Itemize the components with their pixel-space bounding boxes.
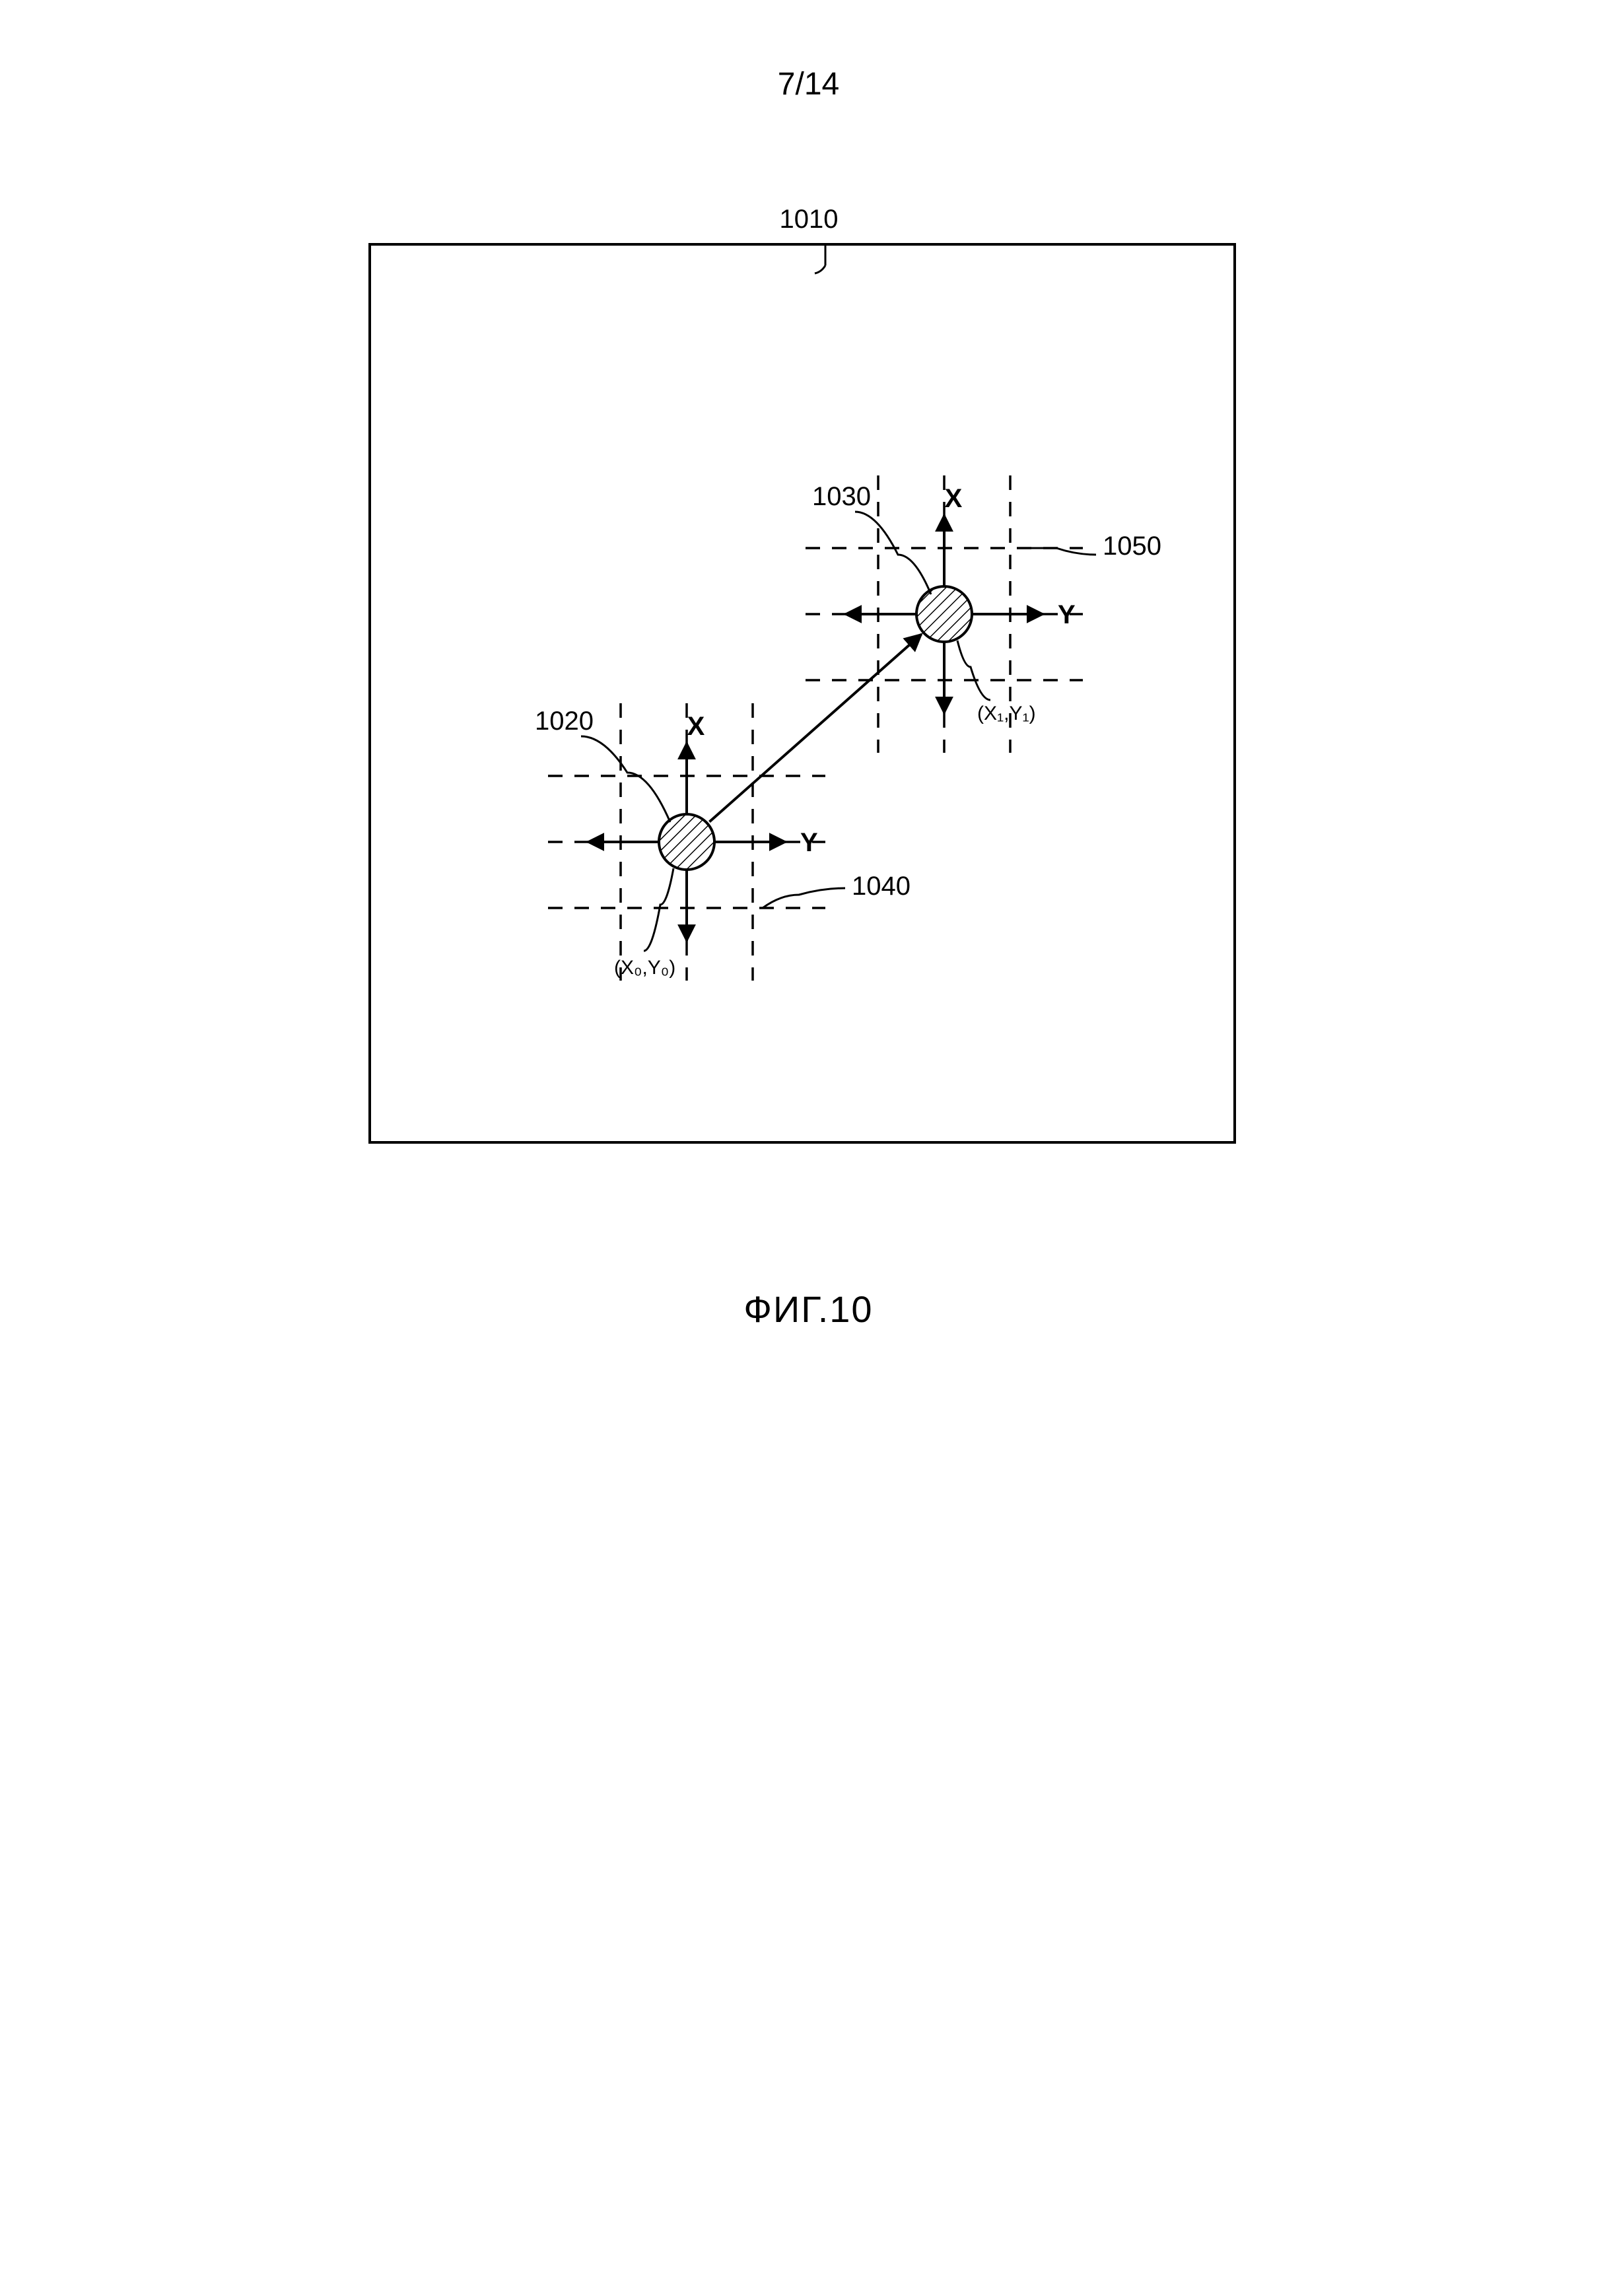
leader-line: [855, 512, 931, 594]
diagram: 1010 X Y X Y 1020 1030 1040 1050 (X₀,Y₀) (X₁,Y₁): [363, 198, 1373, 1149]
coord-0: (X₀,Y₀): [614, 957, 675, 979]
page-number: 7/14: [778, 66, 839, 102]
ref-1050: 1050: [1103, 532, 1161, 561]
axis-x-label: X: [945, 484, 963, 513]
leader-line: [644, 868, 673, 951]
leader-line: [763, 888, 845, 908]
figure-caption: ФИГ.10: [743, 1288, 873, 1331]
point-p0: [659, 814, 714, 870]
ref-1030: 1030: [812, 482, 871, 511]
ref-1010: 1010: [780, 205, 839, 234]
frame-1010: [370, 244, 1235, 1142]
point-p1: [916, 586, 972, 642]
leader-line: [957, 641, 990, 700]
figure-svg: 1010 X Y X Y 1020 1030 1040 1050 (X₀,Y₀) (X₁,Y₁): [363, 198, 1373, 1149]
leader-line: [581, 736, 670, 822]
axis-y-label: Y: [1058, 600, 1076, 629]
motion-arrow: [709, 634, 921, 821]
coord-1: (X₁,Y₁): [977, 703, 1036, 724]
leader-line: [1020, 548, 1096, 555]
axis-y-label: Y: [800, 828, 818, 857]
axis-x-label: X: [687, 712, 705, 741]
ref-1040: 1040: [852, 872, 911, 901]
page: 7/14 1010 X Y X Y 1020 1030 1040 1050 (X₀,Y₀) (X₁,…: [0, 0, 1617, 2296]
ref-1020: 1020: [535, 707, 594, 736]
